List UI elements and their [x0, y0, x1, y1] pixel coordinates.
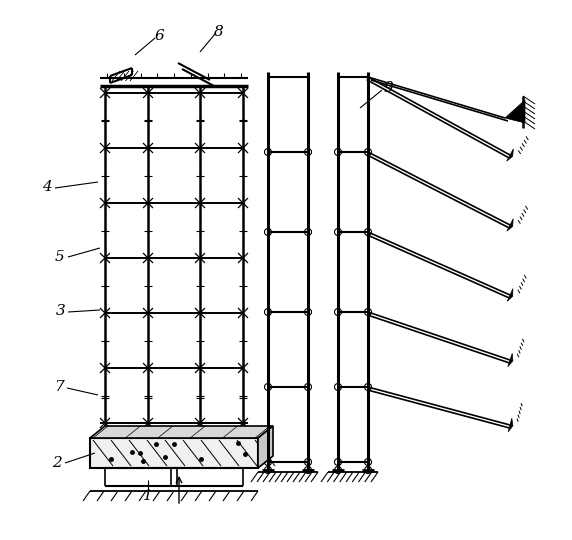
Polygon shape: [507, 149, 514, 161]
Text: 6: 6: [154, 29, 164, 43]
Polygon shape: [507, 288, 513, 301]
Text: 5: 5: [55, 250, 65, 264]
Text: 9: 9: [383, 81, 393, 95]
Polygon shape: [258, 426, 273, 468]
Text: 4: 4: [42, 180, 52, 194]
Polygon shape: [508, 353, 513, 367]
Polygon shape: [507, 219, 513, 231]
Text: 8: 8: [214, 25, 224, 39]
Bar: [90, 438, 258, 468]
Polygon shape: [505, 100, 525, 123]
Polygon shape: [508, 418, 513, 432]
Text: 3: 3: [56, 304, 66, 318]
Text: 1: 1: [143, 489, 153, 503]
Text: 2: 2: [52, 456, 62, 470]
Text: 7: 7: [54, 380, 64, 394]
Polygon shape: [90, 426, 273, 438]
